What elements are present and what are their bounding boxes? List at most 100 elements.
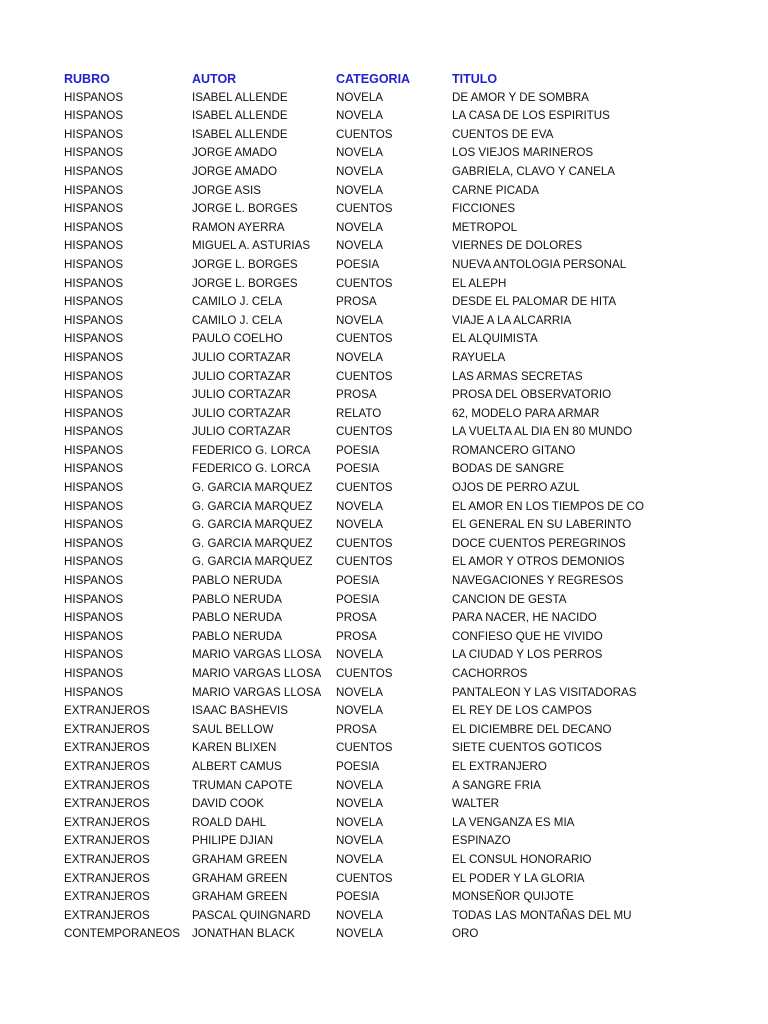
cell-categoria: RELATO	[336, 406, 382, 420]
cell-titulo: EL ALQUIMISTA	[452, 332, 538, 346]
table-row: HISPANOS MARIO VARGAS LLOSA CUENTOS CACHORR…	[64, 665, 652, 684]
cell-autor: ISABEL ALLENDE	[192, 90, 288, 104]
cell-autor: G. GARCIA MARQUEZ	[192, 536, 313, 550]
cell-rubro: HISPANOS	[64, 518, 124, 532]
cell-autor: ISABEL ALLENDE	[192, 109, 288, 123]
table-row: EXTRANJEROS GRAHAM GREEN NOVELA EL CONSUL H…	[64, 851, 652, 870]
cell-titulo: FICCIONES	[452, 202, 516, 216]
cell-categoria: POESIA	[336, 890, 380, 904]
cell-categoria: NOVELA	[336, 499, 384, 513]
cell-categoria: CUENTOS	[336, 276, 393, 290]
table-row: HISPANOS JORGE AMADO NOVELA GABRIELA, CLAVO…	[64, 163, 652, 182]
cell-autor: JULIO CORTAZAR	[192, 388, 291, 402]
table-row: HISPANOS G. GARCIA MARQUEZ CUENTOS EL AMOR …	[64, 553, 652, 572]
cell-categoria: CUENTOS	[336, 741, 393, 755]
cell-titulo: ESPINAZO	[452, 834, 511, 848]
table-row: HISPANOS JORGE L. BORGES POESIA NUEVA ANTOL…	[64, 256, 652, 275]
cell-categoria: POESIA	[336, 759, 380, 773]
cell-autor: JULIO CORTAZAR	[192, 350, 291, 364]
cell-rubro: HISPANOS	[64, 629, 124, 643]
cell-rubro: HISPANOS	[64, 481, 124, 495]
cell-categoria: NOVELA	[336, 313, 384, 327]
cell-rubro: HISPANOS	[64, 146, 124, 160]
cell-rubro: HISPANOS	[64, 555, 124, 569]
cell-categoria: NOVELA	[336, 518, 384, 532]
cell-autor: CAMILO J. CELA	[192, 313, 283, 327]
cell-autor: FEDERICO G. LORCA	[192, 462, 311, 476]
cell-autor: PABLO NERUDA	[192, 574, 282, 588]
table-row: EXTRANJEROS SAUL BELLOW PROSA EL DICIEMBRE …	[64, 721, 652, 740]
cell-titulo: RAYUELA	[452, 350, 506, 364]
cell-categoria: CUENTOS	[336, 332, 393, 346]
table-row: HISPANOS ISABEL ALLENDE CUENTOS CUENTOS DE …	[64, 126, 652, 145]
cell-autor: G. GARCIA MARQUEZ	[192, 518, 313, 532]
cell-rubro: HISPANOS	[64, 164, 124, 178]
table-row: HISPANOS JORGE L. BORGES CUENTOS EL ALEPH	[64, 275, 652, 294]
cell-categoria: PROSA	[336, 722, 377, 736]
cell-autor: SAUL BELLOW	[192, 722, 274, 736]
table-row: EXTRANJEROS ALBERT CAMUS POESIA EL EXTRANJE…	[64, 758, 652, 777]
cell-titulo: CUENTOS DE EVA	[452, 127, 554, 141]
cell-categoria: POESIA	[336, 574, 380, 588]
cell-rubro: EXTRANJEROS	[64, 778, 150, 792]
table-row: EXTRANJEROS ROALD DAHL NOVELA LA VENGANZA E…	[64, 814, 652, 833]
cell-titulo: CACHORROS	[452, 667, 528, 680]
cell-titulo: DE AMOR Y DE SOMBRA	[452, 90, 589, 104]
cell-categoria: NOVELA	[336, 685, 384, 699]
cell-autor: MARIO VARGAS LLOSA	[192, 648, 322, 662]
cell-autor: G. GARCIA MARQUEZ	[192, 555, 313, 569]
table-row: HISPANOS RAMON AYERRA NOVELA METROPOL	[64, 219, 652, 238]
cell-categoria: PROSA	[336, 388, 377, 402]
cell-categoria: NOVELA	[336, 815, 384, 829]
table-row: HISPANOS G. GARCIA MARQUEZ NOVELA EL GENERA…	[64, 516, 652, 535]
cell-categoria: NOVELA	[336, 164, 384, 178]
cell-rubro: EXTRANJEROS	[64, 759, 150, 773]
header-categoria: CATEGORIA	[336, 72, 411, 86]
cell-autor: JULIO CORTAZAR	[192, 425, 291, 439]
table-row: EXTRANJEROS DAVID COOK NOVELA WALTER	[64, 795, 652, 814]
cell-autor: JORGE AMADO	[192, 146, 278, 160]
cell-autor: JORGE L. BORGES	[192, 257, 298, 271]
cell-rubro: HISPANOS	[64, 667, 124, 680]
cell-rubro: HISPANOS	[64, 648, 124, 662]
cell-categoria: PROSA	[336, 611, 377, 625]
cell-titulo: DESDE EL PALOMAR DE HITA	[452, 295, 617, 309]
table-row: EXTRANJEROS KAREN BLIXEN CUENTOS SIETE CUEN…	[64, 739, 652, 758]
cell-categoria: POESIA	[336, 462, 380, 476]
cell-titulo: EL ALEPH	[452, 276, 507, 290]
header-titulo: TITULO	[452, 72, 498, 86]
table-row: CONTEMPORANEOS JONATHAN BLACK NOVELA ORO	[64, 925, 652, 944]
cell-categoria: CUENTOS	[336, 555, 393, 569]
cell-autor: PHILIPE DJIAN	[192, 834, 274, 848]
cell-rubro: HISPANOS	[64, 90, 124, 104]
cell-titulo: EL REY DE LOS CAMPOS	[452, 704, 592, 718]
cell-autor: PASCAL QUINGNARD	[192, 908, 311, 922]
table-row: HISPANOS JULIO CORTAZAR CUENTOS LA VUELTA A…	[64, 423, 652, 442]
cell-rubro: HISPANOS	[64, 239, 124, 253]
cell-rubro: HISPANOS	[64, 127, 124, 141]
cell-categoria: NOVELA	[336, 90, 384, 104]
table-row: HISPANOS CAMILO J. CELA PROSA DESDE EL PALO…	[64, 293, 652, 312]
cell-autor: MARIO VARGAS LLOSA	[192, 685, 322, 699]
cell-categoria: NOVELA	[336, 239, 384, 253]
cell-titulo: LA CIUDAD Y LOS PERROS	[452, 648, 603, 662]
cell-rubro: EXTRANJEROS	[64, 797, 150, 811]
cell-rubro: EXTRANJEROS	[64, 890, 150, 904]
cell-autor: TRUMAN CAPOTE	[192, 778, 293, 792]
cell-rubro: HISPANOS	[64, 536, 124, 550]
cell-rubro: HISPANOS	[64, 369, 124, 383]
cell-rubro: EXTRANJEROS	[64, 722, 150, 736]
cell-titulo: NUEVA ANTOLOGIA PERSONAL	[452, 257, 627, 271]
cell-titulo: EL EXTRANJERO	[452, 759, 547, 773]
cell-autor: G. GARCIA MARQUEZ	[192, 481, 313, 495]
cell-titulo: LA VENGANZA ES MIA	[452, 815, 575, 829]
cell-categoria: NOVELA	[336, 350, 384, 364]
cell-rubro: HISPANOS	[64, 202, 124, 216]
cell-autor: MIGUEL A. ASTURIAS	[192, 239, 311, 253]
cell-autor: PABLO NERUDA	[192, 592, 282, 606]
cell-rubro: HISPANOS	[64, 685, 124, 699]
cell-categoria: CUENTOS	[336, 536, 393, 550]
cell-rubro: EXTRANJEROS	[64, 741, 150, 755]
cell-autor: RAMON AYERRA	[192, 220, 285, 234]
cell-titulo: METROPOL	[452, 220, 518, 234]
